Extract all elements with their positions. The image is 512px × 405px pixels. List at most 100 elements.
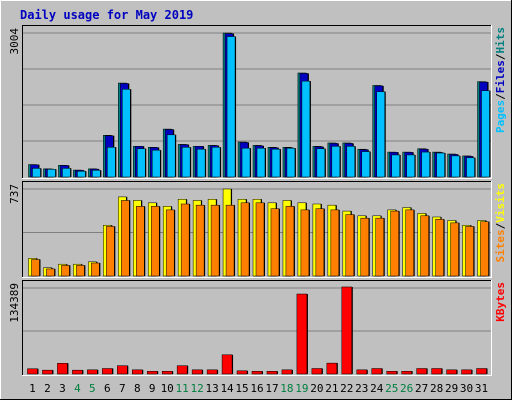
- bar-pages: [361, 151, 371, 178]
- legend-entry: /: [494, 222, 507, 229]
- legend-entry: /: [494, 93, 507, 100]
- bar-kbytes: [42, 369, 53, 375]
- bar-pages: [151, 149, 161, 178]
- bar-kbytes: [401, 370, 412, 375]
- x-tick-label: 17: [265, 382, 278, 395]
- bar-kbytes: [356, 369, 368, 375]
- x-tick-label: 25: [385, 382, 398, 395]
- bar-sites: [315, 208, 325, 277]
- x-tick-label: 8: [134, 382, 141, 395]
- bar-pages: [122, 89, 131, 178]
- chart-panels: 3004Pages/Files/Hits737Sites/Visits13438…: [8, 25, 507, 376]
- bar-sites: [136, 206, 145, 277]
- bar-sites: [150, 206, 160, 277]
- bar-pages: [211, 147, 221, 178]
- bar-pages: [241, 147, 251, 178]
- x-tick-label: 4: [74, 382, 81, 395]
- bar-sites: [91, 262, 100, 277]
- legend: Pages/Files/Hits: [494, 27, 507, 133]
- x-tick-label: 30: [460, 382, 473, 395]
- x-tick-label: 2: [44, 382, 51, 395]
- x-tick-label: 16: [250, 382, 263, 395]
- x-tick-label: 21: [325, 382, 338, 395]
- bar-pages: [436, 152, 445, 178]
- bar-sites: [121, 200, 130, 277]
- x-tick-label: 12: [191, 382, 204, 395]
- bar-sites: [106, 226, 115, 277]
- bar-kbytes: [371, 368, 382, 375]
- bar-kbytes: [311, 368, 323, 375]
- x-tick-label: 20: [310, 382, 323, 395]
- x-tick-labels: 1 2 3 4 5 6 7 8 9 10 11 12 13 14 15 16 17 18 19 20 21 22 23 24 2…: [29, 382, 488, 395]
- bar-kbytes: [206, 369, 218, 375]
- bar-pages: [331, 146, 341, 178]
- y-max-label: 3004: [8, 28, 21, 55]
- bar-sites: [435, 219, 444, 277]
- bar-sites: [345, 214, 355, 277]
- bar-sites: [360, 217, 370, 277]
- bar-kbytes: [416, 368, 427, 375]
- bar-pages: [406, 154, 415, 178]
- bar-kbytes: [296, 293, 308, 375]
- bar-pages: [421, 151, 430, 178]
- bar-sites: [300, 209, 310, 277]
- bar-pages: [376, 91, 385, 178]
- bar-pages: [451, 155, 460, 178]
- bar-pages: [137, 148, 146, 178]
- bar-pages: [256, 147, 266, 178]
- bar-kbytes: [326, 362, 338, 375]
- bar-sites: [255, 202, 265, 277]
- bar-kbytes: [57, 362, 68, 375]
- bar-sites: [330, 209, 340, 277]
- x-tick-label: 15: [235, 382, 248, 395]
- bar-kbytes: [476, 368, 487, 375]
- bar-pages: [481, 90, 490, 178]
- bar-pages: [181, 147, 191, 178]
- bar-kbytes: [446, 369, 457, 375]
- bar-sites: [210, 204, 220, 277]
- panel-kbytes: 134389 KBytes: [8, 280, 507, 376]
- bar-pages: [92, 170, 101, 178]
- bar-sites: [480, 221, 489, 277]
- x-tick-label: 11: [176, 382, 189, 395]
- legend-entry: Files: [494, 60, 507, 93]
- bar-kbytes: [341, 286, 353, 375]
- bar-sites: [420, 215, 429, 277]
- panel-hits-files-pages: 3004 Pages/Files/Hits: [8, 25, 507, 179]
- bar-sites: [195, 204, 205, 277]
- bar-sites: [61, 265, 70, 277]
- bar-sites: [31, 259, 40, 277]
- x-tick-label: 1: [29, 382, 36, 395]
- series-sites: [31, 200, 490, 277]
- bar-pages: [47, 169, 56, 178]
- bar-sites: [285, 206, 295, 277]
- bar-kbytes: [386, 370, 397, 375]
- x-tick-label: 13: [205, 382, 218, 395]
- bar-pages: [286, 147, 296, 178]
- bar-kbytes: [117, 365, 128, 375]
- bar-sites: [240, 202, 250, 277]
- legend-entry: Pages: [494, 100, 507, 133]
- bar-sites: [225, 204, 235, 277]
- x-tick-label: 5: [89, 382, 96, 395]
- bar-sites: [465, 226, 474, 277]
- bar-sites: [450, 222, 459, 277]
- x-tick-label: 27: [415, 382, 428, 395]
- x-tick-label: 29: [445, 382, 458, 395]
- bar-kbytes: [176, 365, 188, 375]
- bar-pages: [107, 147, 116, 178]
- plot-area: [22, 280, 492, 376]
- bar-pages: [466, 157, 475, 178]
- x-tick-label: 23: [355, 382, 368, 395]
- bar-kbytes: [251, 370, 263, 375]
- legend: KBytes: [494, 282, 507, 322]
- x-tick-label: 14: [220, 382, 234, 395]
- bar-kbytes: [236, 370, 248, 375]
- x-tick-label: 24: [370, 382, 384, 395]
- bar-kbytes: [161, 370, 173, 375]
- series-kbytes: [27, 286, 488, 375]
- series-pages: [32, 36, 491, 178]
- legend-entry: Sites: [494, 229, 507, 262]
- legend-entry: KBytes: [494, 282, 507, 322]
- bar-sites: [46, 268, 55, 277]
